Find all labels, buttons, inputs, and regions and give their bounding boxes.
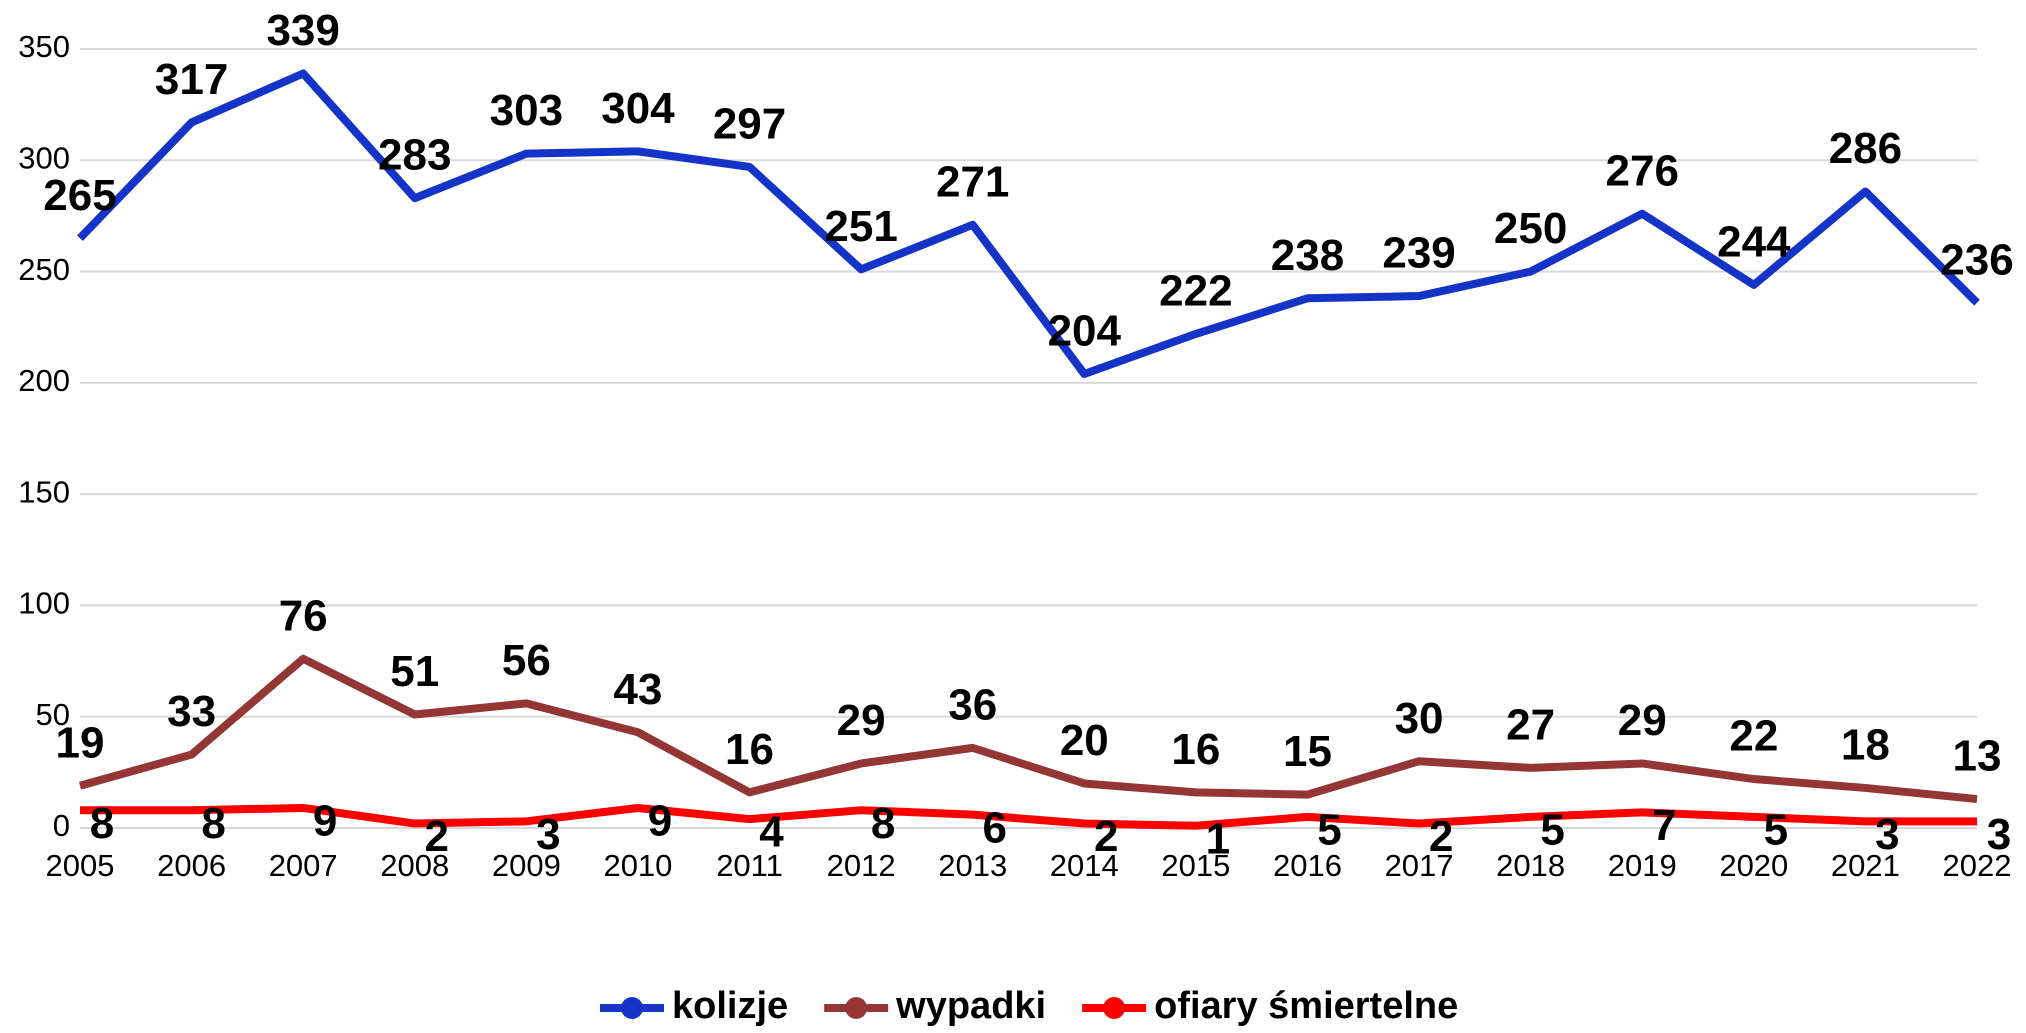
data-label: 5 — [1317, 805, 1341, 854]
data-label: 8 — [201, 799, 225, 848]
x-tick-label: 2009 — [492, 848, 561, 883]
data-label: 33 — [167, 687, 216, 736]
data-label: 13 — [1953, 732, 2002, 781]
data-label: 250 — [1494, 204, 1567, 253]
data-label: 9 — [313, 797, 337, 846]
y-tick-label: 250 — [18, 252, 70, 287]
x-tick-label: 2013 — [938, 848, 1007, 883]
data-label: 276 — [1606, 146, 1679, 195]
data-label: 3 — [1875, 810, 1899, 859]
y-tick-label: 200 — [18, 363, 70, 398]
legend-label: wypadki — [895, 985, 1046, 1027]
data-label: 236 — [1940, 235, 2013, 284]
x-tick-label: 2014 — [1050, 848, 1119, 883]
x-tick-label: 2007 — [269, 848, 338, 883]
data-label: 5 — [1764, 805, 1788, 854]
x-tick-label: 2018 — [1496, 848, 1565, 883]
x-tick-label: 2016 — [1273, 848, 1342, 883]
legend-label: ofiary śmiertelne — [1154, 985, 1458, 1027]
data-label: 8 — [871, 799, 895, 848]
data-label: 286 — [1829, 124, 1902, 173]
data-label: 5 — [1540, 805, 1564, 854]
data-label: 27 — [1506, 701, 1555, 750]
data-label: 6 — [982, 803, 1006, 852]
x-tick-label: 2021 — [1831, 848, 1900, 883]
data-label: 304 — [601, 84, 675, 133]
x-tick-label: 2012 — [827, 848, 896, 883]
series-line — [78, 654, 1978, 804]
series-line — [77, 69, 1980, 378]
x-tick-label: 2015 — [1161, 848, 1230, 883]
y-tick-label: 350 — [18, 29, 70, 64]
data-label: 51 — [390, 647, 439, 696]
data-label: 317 — [155, 55, 228, 104]
x-tick-label: 2011 — [716, 848, 783, 883]
data-label: 29 — [1618, 696, 1667, 745]
x-tick-label: 2020 — [1719, 848, 1788, 883]
data-label: 283 — [378, 131, 451, 180]
data-label: 271 — [936, 157, 1009, 206]
data-label: 1 — [1206, 814, 1230, 863]
x-tick-label: 2019 — [1608, 848, 1677, 883]
legend-label: kolizje — [672, 985, 788, 1027]
y-tick-label: 0 — [53, 808, 70, 843]
data-label: 265 — [43, 171, 116, 220]
y-tick-label: 300 — [18, 140, 70, 175]
y-tick-label: 50 — [36, 697, 70, 732]
legend-marker — [621, 997, 643, 1019]
data-label: 239 — [1382, 229, 1455, 278]
data-label: 3 — [536, 810, 560, 859]
x-tick-label: 2005 — [46, 848, 115, 883]
data-label: 303 — [490, 86, 563, 135]
data-label: 4 — [759, 808, 784, 857]
legend-marker — [845, 997, 868, 1019]
data-label: 339 — [266, 6, 339, 55]
x-tick-label: 2017 — [1385, 848, 1454, 883]
data-label: 238 — [1271, 231, 1344, 280]
data-label: 43 — [613, 665, 662, 714]
data-label: 30 — [1395, 694, 1444, 743]
data-label: 222 — [1159, 267, 1232, 316]
data-label: 2 — [1094, 812, 1118, 861]
data-label: 2 — [425, 812, 449, 861]
x-tick-label: 2006 — [157, 848, 226, 883]
data-label: 7 — [1652, 801, 1676, 850]
data-label: 16 — [1171, 725, 1220, 774]
data-label: 2 — [1429, 812, 1453, 861]
data-label: 29 — [837, 696, 886, 745]
data-label: 244 — [1717, 218, 1791, 267]
data-label: 297 — [713, 100, 786, 149]
data-label: 19 — [56, 718, 105, 767]
data-label: 76 — [279, 591, 328, 640]
data-label: 9 — [648, 797, 672, 846]
data-label: 3 — [1987, 810, 2011, 859]
data-label: 18 — [1841, 721, 1890, 770]
y-tick-label: 150 — [18, 474, 70, 509]
series-line — [80, 803, 1977, 830]
data-label: 20 — [1060, 716, 1109, 765]
x-tick-label: 2008 — [380, 848, 449, 883]
data-label: 8 — [90, 799, 114, 848]
x-tick-label: 2010 — [603, 848, 672, 883]
data-label: 204 — [1048, 307, 1122, 356]
data-label: 15 — [1283, 727, 1332, 776]
data-label: 16 — [725, 725, 774, 774]
data-label: 22 — [1729, 712, 1778, 761]
data-label: 56 — [502, 636, 551, 685]
data-label: 36 — [948, 680, 997, 729]
y-tick-label: 100 — [18, 586, 70, 621]
data-label: 251 — [824, 202, 897, 251]
x-tick-label: 2022 — [1943, 848, 2012, 883]
legend-marker — [1103, 997, 1126, 1019]
